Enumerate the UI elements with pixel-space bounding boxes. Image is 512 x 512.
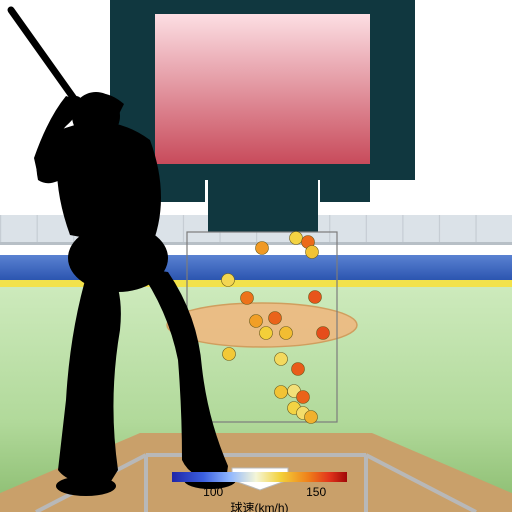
pitch-marker bbox=[280, 327, 293, 340]
pitch-marker bbox=[306, 246, 319, 259]
colorbar-tick: 100 bbox=[203, 485, 223, 499]
pitch-marker bbox=[292, 363, 305, 376]
pitch-marker bbox=[309, 291, 322, 304]
pitch-marker bbox=[297, 391, 310, 404]
pitch-marker bbox=[260, 327, 273, 340]
pitch-marker bbox=[223, 348, 236, 361]
colorbar-label: 球速(km/h) bbox=[231, 501, 289, 512]
pitch-marker bbox=[275, 353, 288, 366]
pitch-marker bbox=[241, 292, 254, 305]
pitch-marker bbox=[305, 411, 318, 424]
pitch-marker bbox=[275, 386, 288, 399]
pitch-marker bbox=[290, 232, 303, 245]
pitch-marker bbox=[317, 327, 330, 340]
pitch-marker bbox=[222, 274, 235, 287]
pitch-marker bbox=[269, 312, 282, 325]
pitch-marker bbox=[250, 315, 263, 328]
colorbar-tick: 150 bbox=[306, 485, 326, 499]
pitch-location-chart: 100 150 球速(km/h) bbox=[0, 0, 512, 512]
pitch-marker bbox=[256, 242, 269, 255]
